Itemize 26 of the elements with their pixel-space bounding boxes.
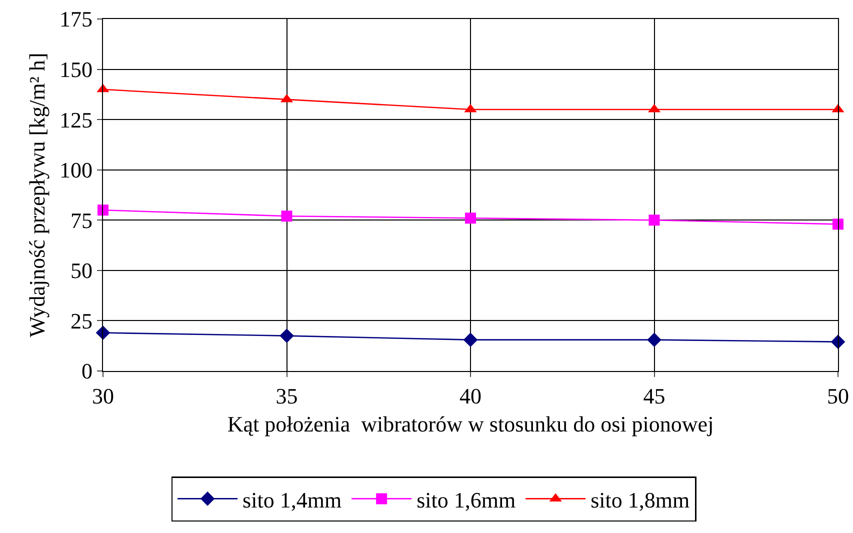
- point: [648, 214, 660, 226]
- legend-label: sito 1,8mm: [590, 487, 690, 512]
- x-tick-label: 50: [827, 384, 849, 409]
- x-axis-title: Kąt położenia wibratorów w stosunku do osi pionowej: [227, 411, 714, 436]
- point: [832, 218, 844, 230]
- point: [98, 204, 108, 216]
- legend-label: sito 1,4mm: [242, 487, 342, 512]
- point: [647, 332, 662, 347]
- y-tick-label: 75: [70, 208, 92, 233]
- x-tick-label: 35: [276, 384, 298, 409]
- y-axis-title: Wydajność przepływu [kg/m² h]: [24, 52, 50, 338]
- legend-label: sito 1,6mm: [416, 487, 516, 512]
- point: [465, 212, 476, 224]
- point: [463, 332, 478, 347]
- y-tick-label: 100: [59, 158, 92, 183]
- y-tick-label: 50: [70, 258, 92, 284]
- point: [280, 328, 294, 343]
- y-tick-label: 0: [81, 358, 92, 384]
- y-tick-label: 150: [59, 56, 92, 82]
- x-tick-label: 30: [92, 384, 114, 409]
- x-tick-label: 45: [643, 384, 666, 409]
- point: [281, 210, 292, 222]
- y-tick-label: 175: [59, 6, 92, 32]
- y-tick-label: 125: [59, 107, 92, 132]
- y-tick-label: 25: [70, 308, 92, 334]
- x-tick-label: 40: [460, 384, 482, 409]
